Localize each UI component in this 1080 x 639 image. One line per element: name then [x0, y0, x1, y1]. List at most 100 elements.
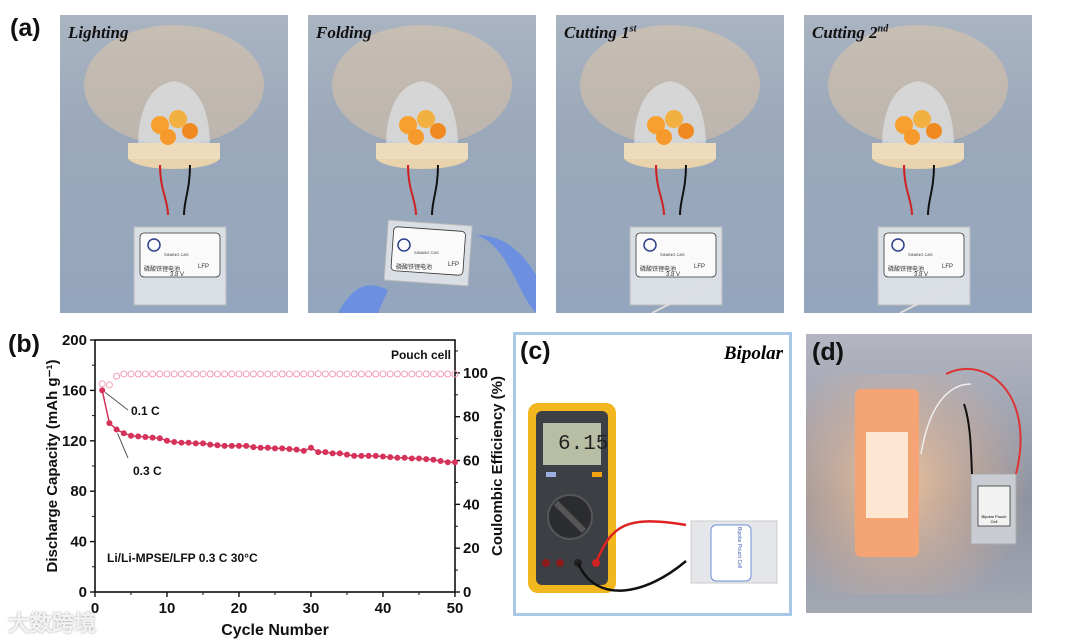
capacity-point: [207, 441, 214, 448]
photo-4: Cutting 2nd SINANO CAS 磷酸铁锂电池 LFP 3.8 V: [804, 15, 1032, 313]
capacity-point: [236, 442, 242, 449]
bipolar-pouch-label: Bipolar Pouch Cell: [736, 527, 742, 568]
capacity-point: [452, 459, 458, 466]
efficiency-point: [228, 370, 236, 378]
capacity-point: [394, 454, 401, 461]
panel-b-label: (b): [8, 330, 40, 358]
capacity-point: [113, 426, 120, 433]
annotation-0.1C: 0.1 C: [131, 404, 160, 418]
capacity-point: [408, 455, 415, 462]
efficiency-point: [264, 370, 272, 378]
capacity-point: [322, 449, 329, 456]
capacity-point: [300, 447, 307, 454]
photo-caption: Lighting: [68, 23, 129, 42]
y-tick-label: 40: [70, 534, 87, 551]
capacity-point: [308, 444, 314, 451]
efficiency-point: [350, 370, 358, 378]
y-tick-label: 80: [70, 483, 87, 500]
pouch-name: 磷酸铁锂电池: [888, 267, 925, 273]
x-tick-label: 0: [91, 600, 99, 617]
capacity-point: [272, 445, 278, 452]
capacity-point: [264, 444, 271, 451]
efficiency-point: [242, 370, 250, 378]
capacity-point: [149, 434, 156, 441]
capacity-point: [185, 439, 192, 446]
efficiency-point: [365, 370, 373, 378]
capacity-point: [416, 455, 422, 462]
cycling-chart: 0 10 20 30 40 5004080120160200020406080100Cyc…: [44, 332, 506, 639]
capacity-point: [171, 439, 178, 446]
y2-tick-label: 0: [463, 584, 471, 601]
y2-tick-label: 20: [463, 540, 480, 557]
pouch-name: 磷酸铁锂电池: [144, 267, 181, 273]
efficiency-point: [149, 370, 157, 378]
efficiency-point: [105, 381, 113, 389]
y2-tick-label: 60: [463, 453, 480, 470]
pouch-org: SINANO CAS: [908, 252, 933, 257]
legend-label: Pouch cell: [391, 348, 451, 362]
capacity-point: [200, 440, 206, 447]
y-tick-label: 0: [79, 584, 87, 601]
capacity-point: [387, 454, 394, 461]
efficiency-point: [271, 370, 279, 378]
capacity-point: [293, 446, 300, 453]
watermark: 大数跨境: [8, 611, 97, 636]
efficiency-point: [329, 370, 337, 378]
photo-2: Folding SINANO CAS 磷酸铁锂电池 LFP: [308, 15, 536, 313]
capacity-line: [101, 390, 455, 463]
capacity-point: [135, 433, 142, 440]
efficiency-point: [336, 370, 344, 378]
capacity-point: [128, 432, 134, 439]
efficiency-point: [177, 370, 185, 378]
efficiency-point: [437, 370, 445, 378]
capacity-point: [358, 452, 365, 459]
multimeter-illustration: Bipolar Pouch Cell: [528, 403, 778, 593]
x-tick-label: 50: [447, 600, 464, 617]
efficiency-point: [98, 380, 106, 388]
efficiency-point: [285, 370, 293, 378]
capacity-point: [164, 437, 170, 444]
pouch-voltage: 3.8 V: [914, 272, 929, 278]
photo-caption: Folding: [316, 23, 372, 42]
capacity-point: [351, 452, 358, 459]
efficiency-point: [206, 370, 214, 378]
capacity-point: [444, 459, 451, 466]
capacity-point: [243, 442, 250, 449]
efficiency-point: [221, 370, 229, 378]
efficiency-point: [249, 370, 257, 378]
panel-d-label: (d): [812, 338, 844, 366]
efficiency-point: [185, 370, 193, 378]
condition-annotation: Li/Li-MPSE/LFP 0.3 C 30°C: [107, 551, 258, 565]
x-axis-label: Cycle Number: [221, 622, 329, 639]
panel-d-photo: (d) Bipolar Pouch Cell: [806, 334, 1032, 613]
efficiency-point: [386, 370, 394, 378]
efficiency-point: [127, 370, 135, 378]
capacity-point: [106, 420, 113, 427]
efficiency-point: [199, 370, 207, 378]
y2-axis-label: Coulombic Efficiency (%): [489, 376, 506, 556]
capacity-point: [380, 453, 386, 460]
efficiency-point: [278, 370, 286, 378]
y-tick-label: 160: [62, 382, 87, 399]
pouch-org: SINANO CAS: [660, 252, 685, 257]
capacity-point: [214, 442, 221, 449]
panel-c-photo: (c) Bipolar Bipolar Pouch Cell 6.15: [513, 332, 792, 616]
pouch-voltage: 3.8 V: [666, 272, 681, 278]
meter-reading: 6.15: [558, 433, 609, 456]
pouch-voltage: 3.8 V: [170, 272, 185, 278]
efficiency-point: [393, 370, 401, 378]
y2-tick-label: 100: [463, 365, 488, 382]
efficiency-point: [120, 370, 128, 378]
pouch-org: SINANO CAS: [164, 252, 189, 257]
capacity-point: [99, 387, 106, 394]
annotation-arrow: [104, 392, 129, 411]
capacity-point: [250, 444, 257, 451]
efficiency-point: [372, 370, 380, 378]
y2-tick-label: 40: [463, 496, 480, 513]
efficiency-point: [307, 370, 315, 378]
efficiency-point: [156, 370, 164, 378]
capacity-point: [437, 457, 444, 464]
y2-tick-label: 80: [463, 409, 480, 426]
efficiency-point: [444, 370, 452, 378]
capacity-point: [365, 452, 372, 459]
